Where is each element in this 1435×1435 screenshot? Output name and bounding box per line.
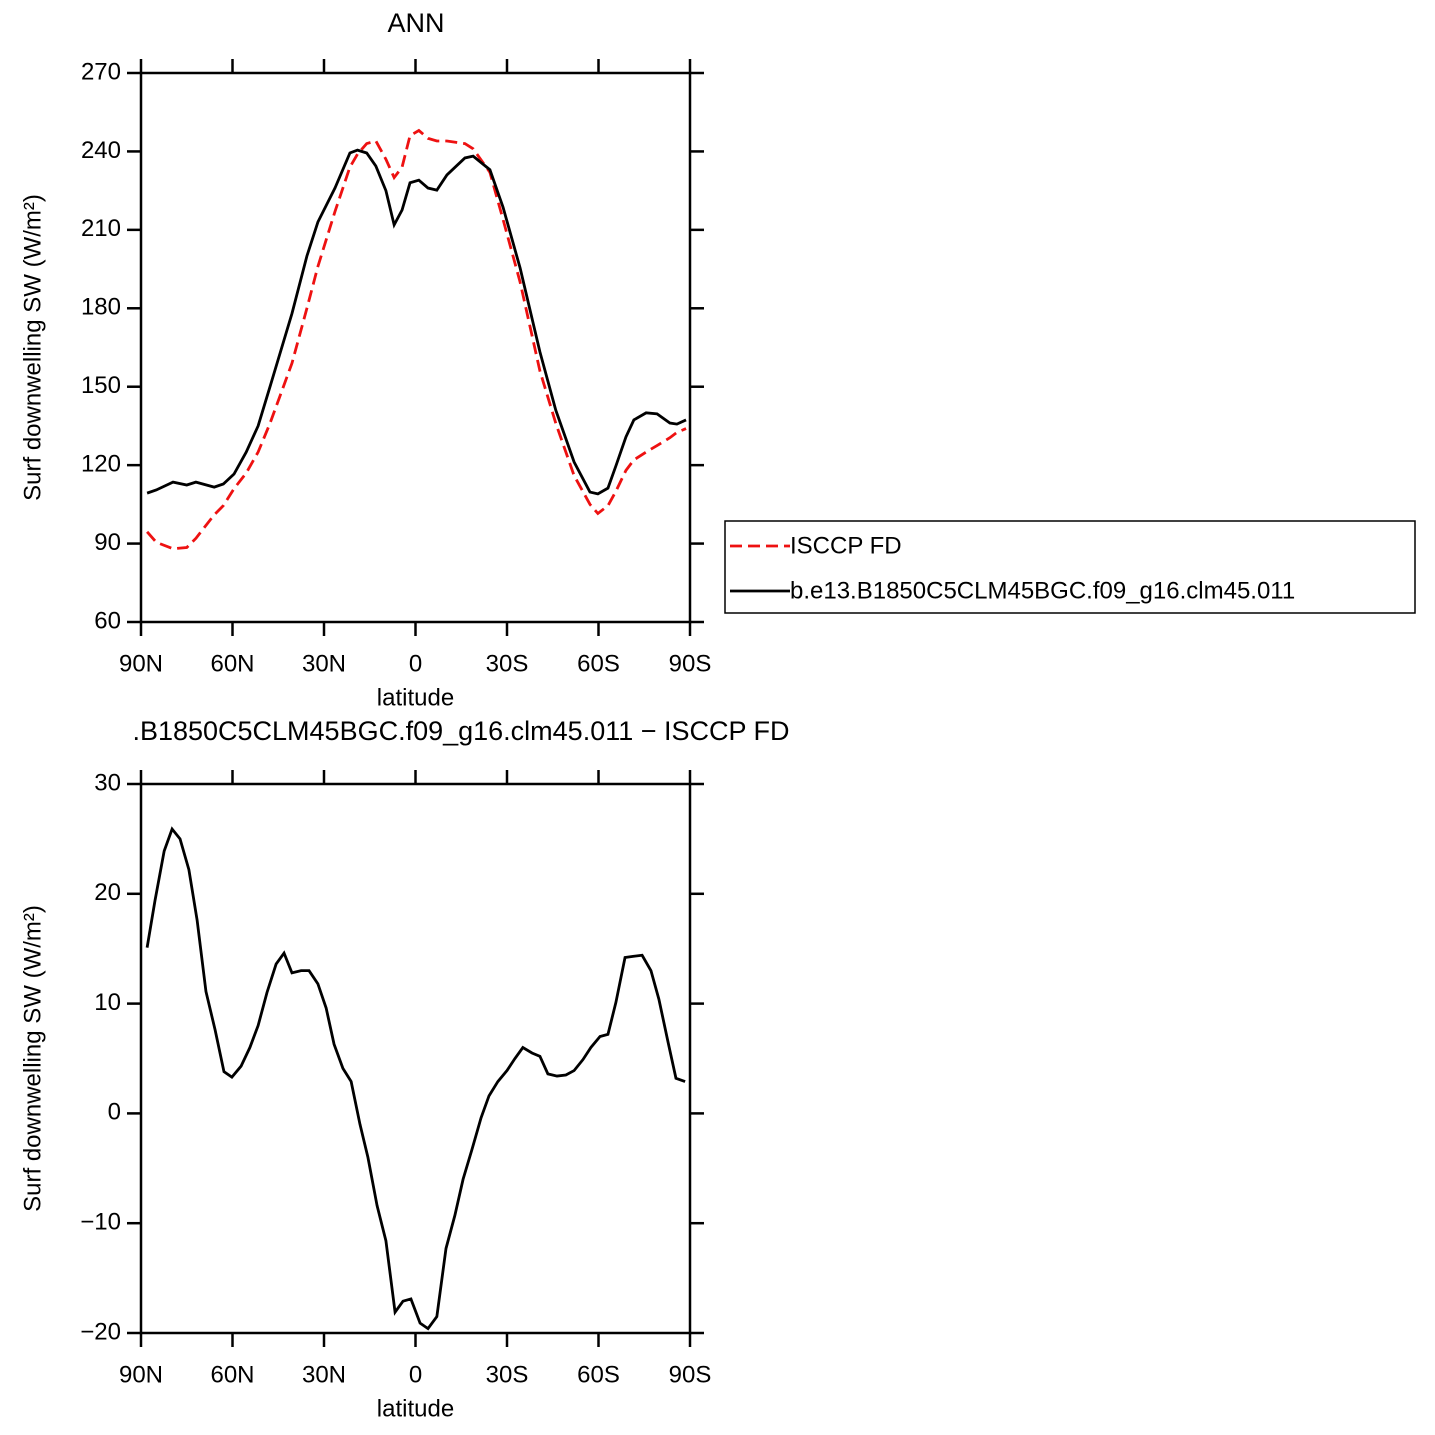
legend-label: b.e13.B1850C5CLM45BGC.f09_g16.clm45.011 bbox=[790, 577, 1295, 604]
x-axis-label: latitude bbox=[377, 1395, 454, 1422]
y-tick-label: 60 bbox=[94, 607, 121, 634]
y-axis-label: Surf downwelling SW (W/m²) bbox=[19, 194, 46, 501]
plot-frame bbox=[139, 71, 692, 624]
x-tick-label: 60S bbox=[577, 650, 620, 677]
x-tick-label: 0 bbox=[409, 650, 422, 677]
x-tick-label: 30S bbox=[486, 1361, 529, 1388]
y-tick-label: 240 bbox=[81, 137, 121, 164]
y-tick-label: 0 bbox=[108, 1099, 121, 1126]
y-tick-label: −10 bbox=[80, 1209, 121, 1236]
x-axis-label: latitude bbox=[377, 684, 454, 711]
x-tick-label: 60N bbox=[210, 1361, 254, 1388]
x-tick-label: 90S bbox=[669, 650, 712, 677]
x-tick-label: 90S bbox=[669, 1361, 712, 1388]
chart-title: ANN bbox=[387, 8, 444, 38]
y-tick-label: 180 bbox=[81, 294, 121, 321]
x-tick-label: 30S bbox=[486, 650, 529, 677]
plot-frame bbox=[139, 782, 692, 1335]
chart-title: .B1850C5CLM45BGC.f09_g16.clm45.011 − ISC… bbox=[132, 716, 789, 746]
x-tick-label: 0 bbox=[409, 1361, 422, 1388]
y-tick-label: 10 bbox=[94, 989, 121, 1016]
x-tick-label: 30N bbox=[302, 650, 346, 677]
y-tick-label: 270 bbox=[81, 58, 121, 85]
y-tick-label: 20 bbox=[94, 879, 121, 906]
y-tick-label: 30 bbox=[94, 769, 121, 796]
x-tick-label: 30N bbox=[302, 1361, 346, 1388]
data-line bbox=[145, 826, 686, 1331]
y-tick-label: 150 bbox=[81, 372, 121, 399]
x-tick-label: 90N bbox=[119, 1361, 163, 1388]
data-line bbox=[146, 128, 687, 551]
y-axis-label: Surf downwelling SW (W/m²) bbox=[19, 905, 46, 1212]
x-tick-label: 60S bbox=[577, 1361, 620, 1388]
legend-box bbox=[724, 520, 1416, 614]
x-tick-label: 60N bbox=[210, 650, 254, 677]
data-line bbox=[146, 148, 687, 496]
y-tick-label: −20 bbox=[80, 1318, 121, 1345]
y-tick-label: 120 bbox=[81, 450, 121, 477]
x-tick-label: 90N bbox=[119, 650, 163, 677]
y-tick-label: 210 bbox=[81, 215, 121, 242]
legend-label: ISCCP FD bbox=[790, 532, 902, 559]
y-tick-label: 90 bbox=[94, 529, 121, 556]
